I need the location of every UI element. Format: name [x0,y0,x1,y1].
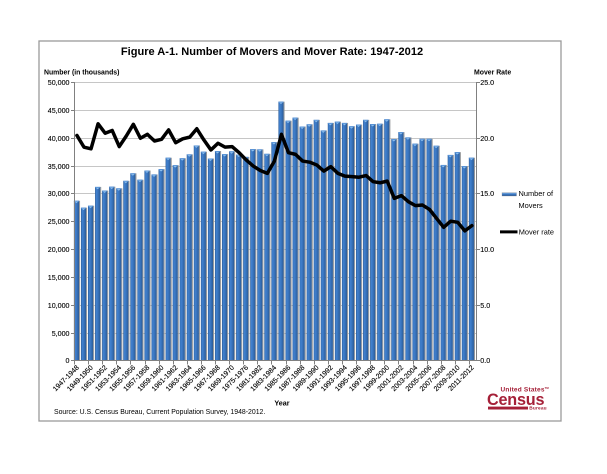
svg-text:15,000: 15,000 [48,274,70,282]
svg-text:20.0: 20.0 [480,135,494,143]
svg-text:30,000: 30,000 [48,190,70,198]
svg-text:40,000: 40,000 [48,135,70,143]
svg-text:Mover Rate: Mover Rate [474,69,511,76]
svg-text:United StatesTM: United StatesTM [501,386,550,393]
svg-text:0.0: 0.0 [480,357,490,365]
svg-text:0: 0 [66,357,70,365]
svg-text:45,000: 45,000 [48,107,70,115]
svg-text:20,000: 20,000 [48,246,70,254]
svg-text:10,000: 10,000 [48,302,70,310]
svg-text:25,000: 25,000 [48,218,70,226]
svg-text:Mover rate: Mover rate [519,228,554,237]
svg-text:50,000: 50,000 [48,79,70,87]
svg-text:Source: U.S. Census Bureau, Cu: Source: U.S. Census Bureau, Current Popu… [54,409,265,416]
svg-text:Number of: Number of [519,189,554,198]
svg-text:35,000: 35,000 [48,163,70,171]
svg-text:25.0: 25.0 [480,79,494,87]
svg-text:Movers: Movers [519,201,544,210]
svg-text:Census: Census [487,391,544,409]
svg-text:15.0: 15.0 [480,190,494,198]
svg-text:Number (in thousands): Number (in thousands) [44,70,119,77]
svg-text:Figure A-1. Number of Movers a: Figure A-1. Number of Movers and Mover R… [121,46,423,58]
svg-text:Year: Year [274,399,289,408]
svg-text:5,000: 5,000 [52,330,70,338]
svg-text:10.0: 10.0 [480,246,494,254]
svg-text:Bureau: Bureau [529,406,546,412]
svg-text:5.0: 5.0 [480,302,490,310]
